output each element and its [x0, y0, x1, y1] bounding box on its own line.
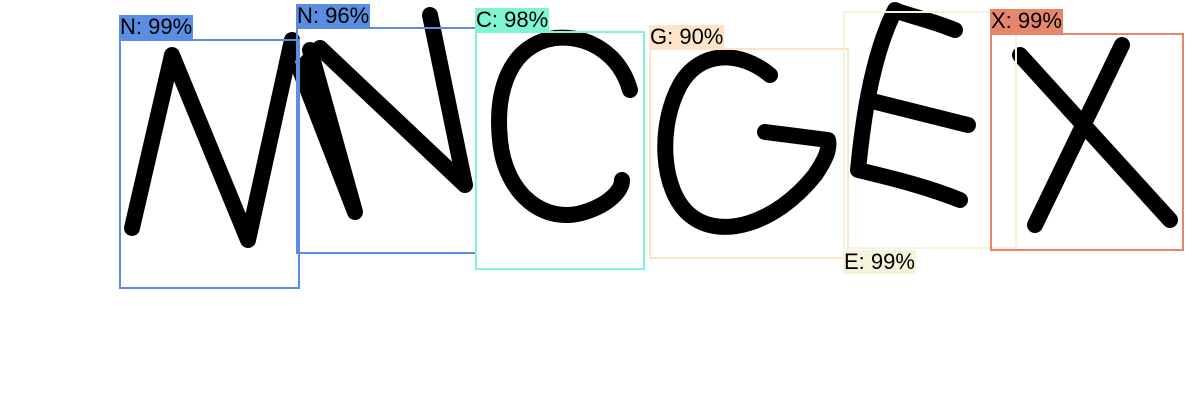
detection-box-g: [649, 48, 849, 259]
detection-label-g: G: 90%: [649, 24, 725, 49]
detection-box-c: [475, 31, 645, 270]
glyph-g: [657, 49, 837, 235]
detection-label-e: E: 99%: [843, 249, 916, 274]
detection-box-n-1: [119, 39, 300, 289]
detection-label-n-2: N: 96%: [296, 3, 371, 28]
detection-box-e: [843, 11, 1017, 249]
glyph-x: [1012, 37, 1178, 233]
detection-label-c: C: 98%: [475, 7, 550, 32]
detection-label-x: X: 99%: [990, 8, 1063, 33]
glyph-e: [850, 2, 976, 208]
detection-box-n-2: [296, 27, 477, 254]
glyph-c: [491, 29, 638, 223]
detection-box-x: [990, 33, 1184, 251]
glyph-n: [292, 7, 473, 220]
glyph-m: [124, 32, 300, 248]
detection-label-n-1: N: 99%: [119, 14, 194, 39]
